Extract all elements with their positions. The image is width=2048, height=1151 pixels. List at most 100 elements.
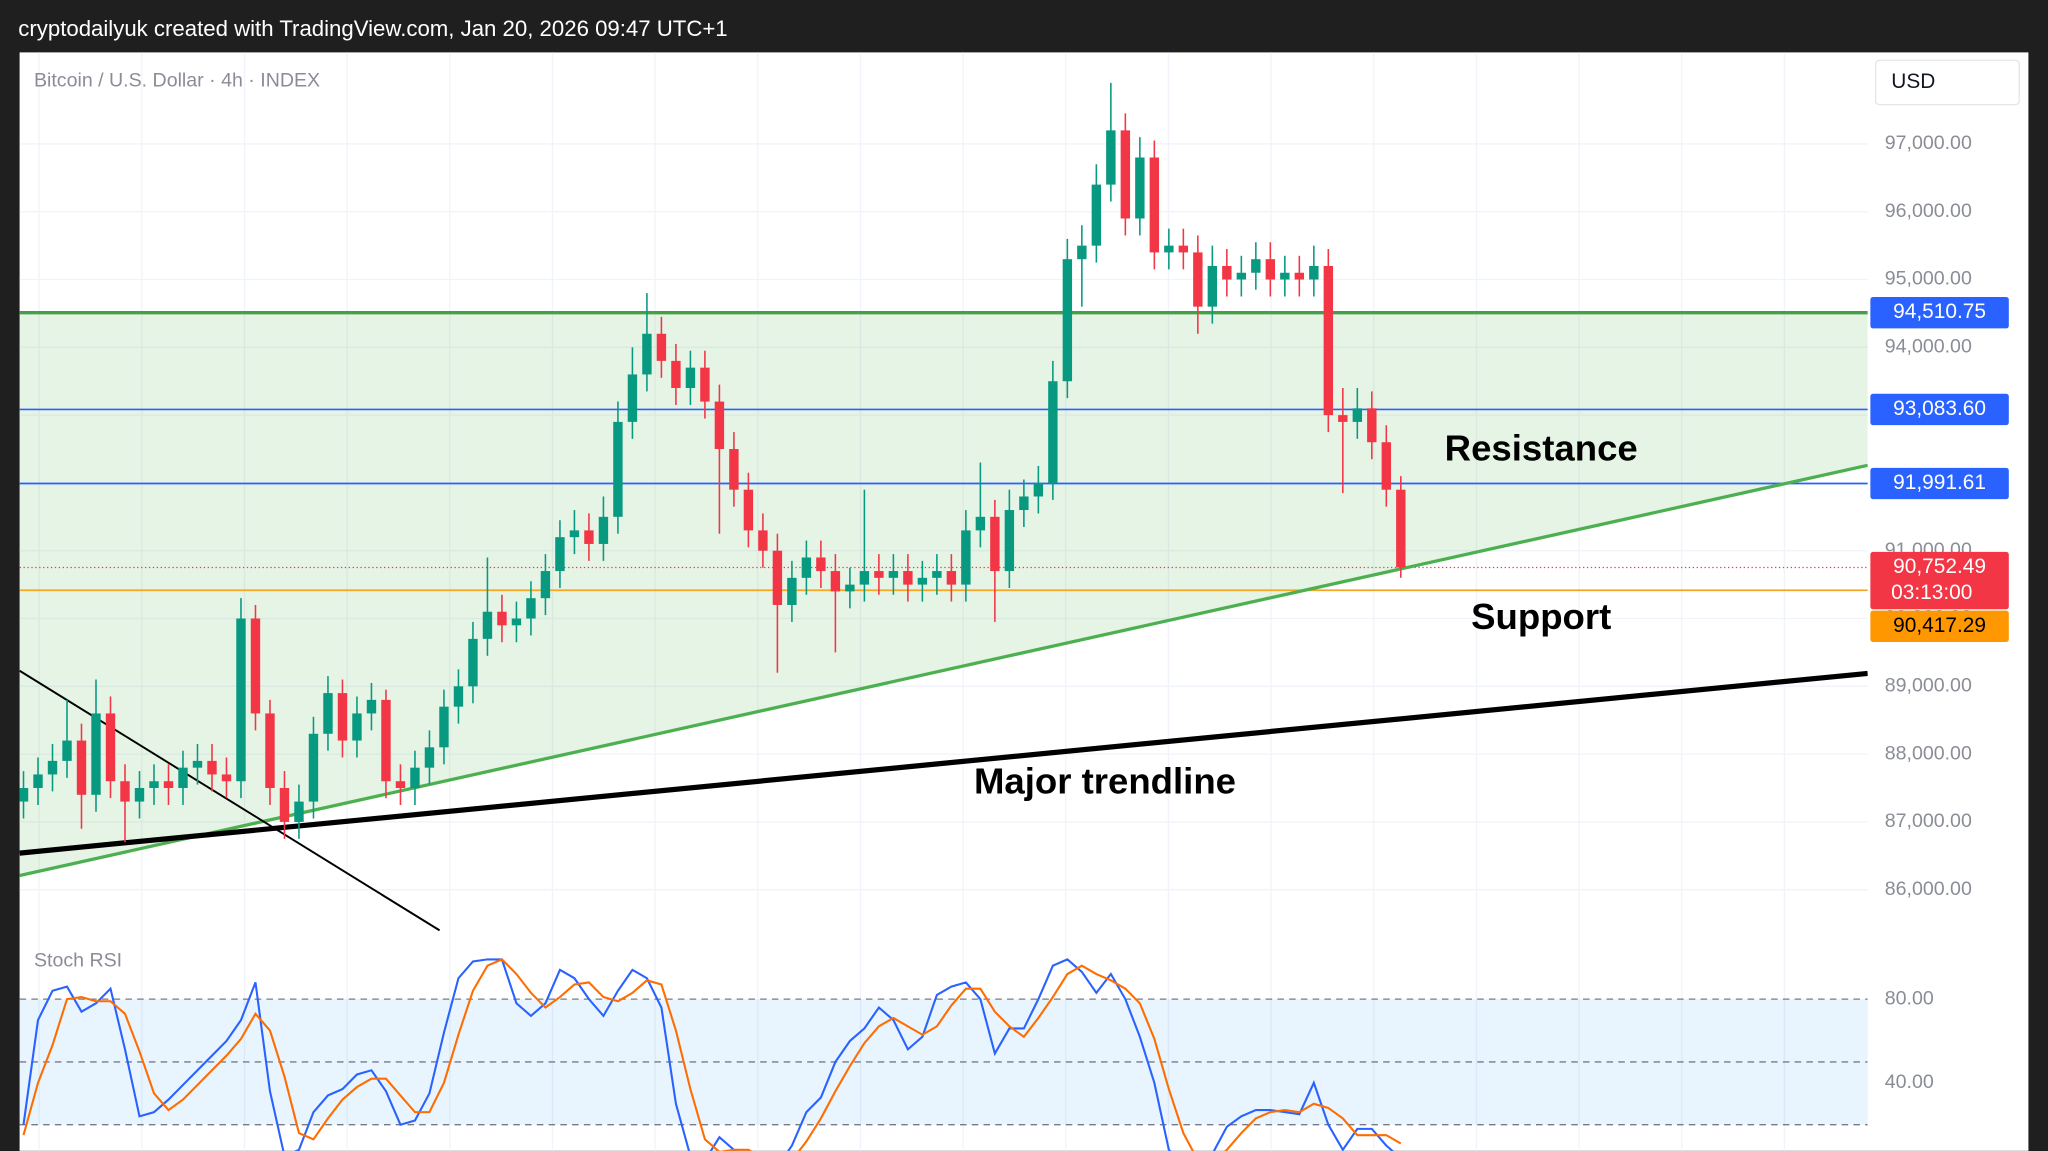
candle-body [526, 598, 536, 619]
candle-body [352, 713, 362, 741]
candle-body [47, 760, 58, 775]
candle-body [424, 747, 435, 768]
level-label [1870, 297, 2009, 329]
stoch-line [22, 958, 1402, 1151]
annotation: Resistance [1445, 427, 1638, 468]
candle-body [178, 767, 188, 789]
candle-body [700, 367, 710, 402]
candle-body [366, 699, 377, 714]
candle-body [120, 781, 130, 802]
candle-body [1062, 259, 1073, 382]
symbol-title: Bitcoin / U.S. Dollar · 4h · INDEX [34, 69, 320, 91]
candle-body [714, 401, 725, 450]
candle-body [236, 618, 246, 782]
candle-body [685, 367, 696, 389]
candle-body [511, 618, 522, 626]
candle-body [105, 713, 116, 782]
candle-body [410, 767, 420, 789]
candle-body [395, 781, 406, 789]
credit: cryptodailyuk created with TradingView.c… [18, 16, 727, 41]
y-tick-label: 86,000.00 [1885, 878, 1972, 900]
candle-body [569, 530, 580, 538]
candle-body [1381, 442, 1392, 490]
candle-body [932, 571, 942, 578]
level-label [1870, 393, 2009, 426]
candle-body [1309, 265, 1319, 280]
candle-body [62, 740, 72, 761]
candle-body [787, 577, 797, 605]
candle-body [1207, 265, 1218, 307]
candle-body [163, 781, 174, 789]
y-tick-label: 94,000.00 [1885, 335, 1972, 357]
candle-body [91, 713, 101, 795]
price-axis: 86,000.0087,000.0088,000.0089,000.0090,0… [1870, 132, 2009, 1093]
candle-body [76, 740, 87, 795]
candle-body [1019, 496, 1029, 511]
candle-body [1251, 259, 1261, 273]
y-tick-label: 96,000.00 [1885, 200, 1972, 222]
candle-body [975, 516, 986, 531]
candle-body [1265, 259, 1276, 280]
currency-button[interactable] [1874, 59, 2020, 106]
last-price-label [1870, 551, 2009, 610]
candle-body [134, 788, 145, 802]
candle-body [1033, 482, 1044, 497]
last-price-text: 90,752.49 [1893, 555, 1986, 578]
candle-body [1323, 265, 1334, 416]
price-pane [19, 82, 1868, 932]
candle-body [598, 516, 609, 544]
y-tick-label: 89,000.00 [1885, 674, 1972, 696]
candle-body [1077, 245, 1087, 260]
candle-body [1193, 252, 1203, 307]
candle-body [627, 374, 638, 422]
candle-body [729, 449, 739, 490]
candle-body [1048, 381, 1058, 483]
candle-body [946, 571, 957, 585]
stoch-tick-label: 80.00 [1885, 987, 1934, 1009]
stoch-pane [19, 958, 1868, 1151]
candle-body [1135, 157, 1145, 219]
candle-body [613, 421, 623, 517]
candle-body [584, 530, 594, 544]
candle-body [1106, 130, 1116, 185]
candle-body [642, 333, 652, 375]
candle-body [1120, 130, 1131, 219]
level-label-text: 94,510.75 [1893, 300, 1986, 323]
stoch-line [22, 958, 1394, 1151]
candle-body [453, 686, 464, 707]
candle-body [758, 530, 768, 551]
candle-body [1236, 272, 1247, 280]
candle-body [207, 760, 217, 775]
candle-body [323, 693, 333, 734]
candle-body [772, 550, 783, 605]
candle-body [990, 516, 1000, 572]
candle-body [1280, 272, 1290, 280]
candle-body [482, 611, 493, 639]
candle-body [555, 537, 565, 572]
candle-body [294, 801, 304, 822]
chart-area [19, 52, 2029, 1151]
trendline [19, 669, 441, 932]
candle-body [830, 571, 841, 592]
candle-body [1338, 415, 1348, 422]
indicator-title: Stoch RSI [34, 950, 122, 972]
candle-body [250, 618, 261, 714]
y-tick-label: 97,000.00 [1885, 132, 1972, 154]
candle-body [671, 360, 681, 389]
annotation: Support [1471, 596, 1611, 637]
trendline [19, 670, 1868, 856]
level-label [1870, 610, 2009, 642]
candle-body [845, 584, 855, 592]
y-tick-label: 87,000.00 [1885, 810, 1972, 832]
candle-body [801, 557, 812, 578]
candle-body [497, 611, 507, 626]
trendline [19, 463, 1868, 878]
candle-body [1367, 408, 1377, 443]
annotation: Major trendline [974, 760, 1236, 801]
level-label [1870, 467, 2009, 500]
candle-body [265, 713, 275, 789]
currency[interactable]: USD [1891, 70, 1935, 93]
candle-body [337, 693, 348, 741]
candle-body [439, 706, 449, 748]
